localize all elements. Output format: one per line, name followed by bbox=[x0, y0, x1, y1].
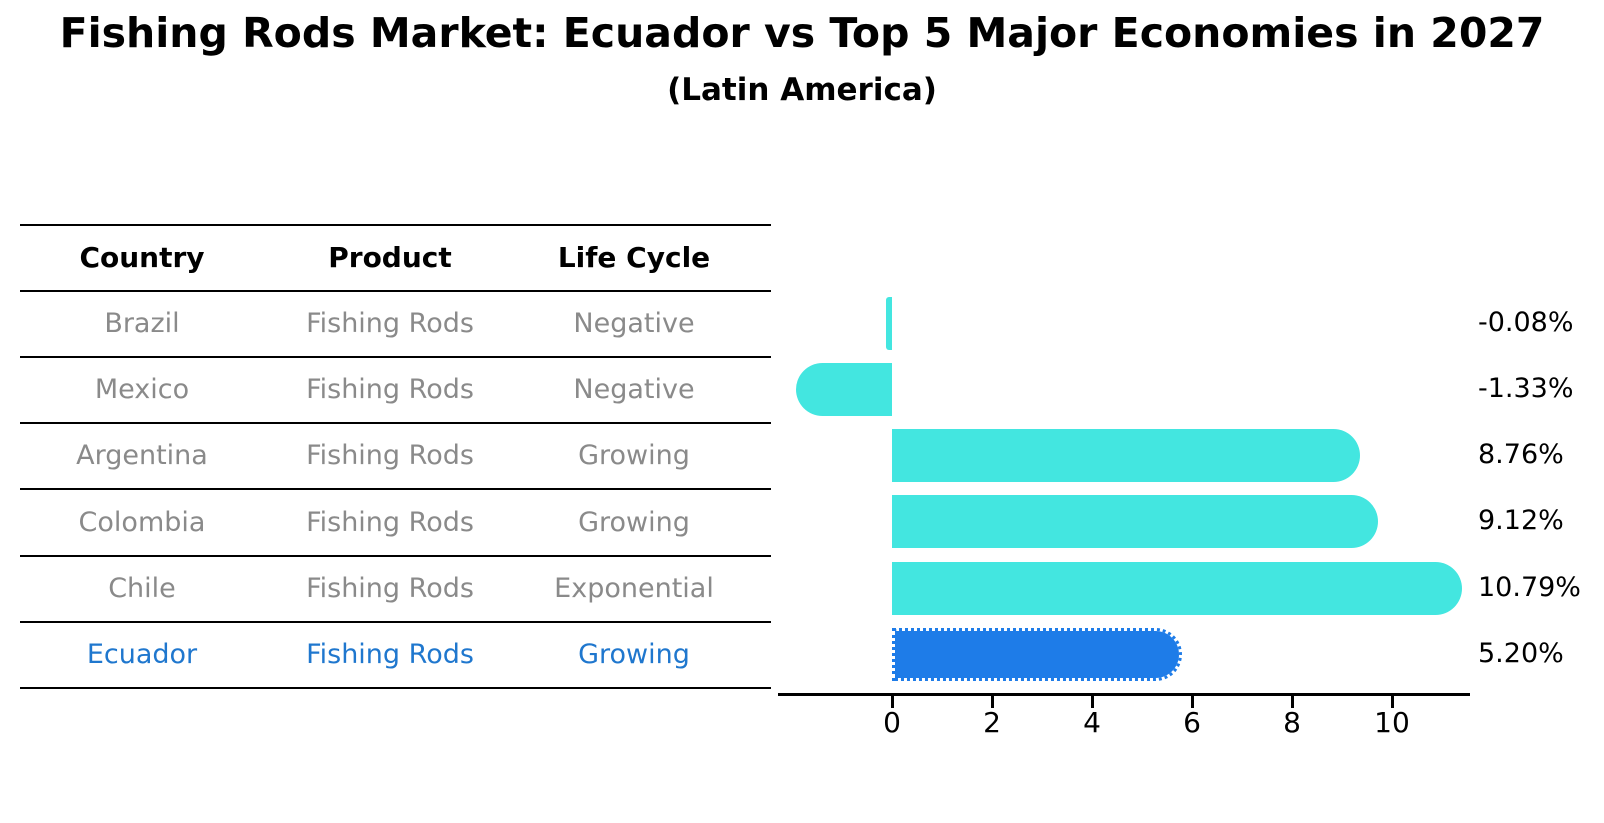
bar-mexico bbox=[795, 362, 892, 416]
value-label-mexico: -1.33% bbox=[1478, 373, 1574, 404]
table-divider bbox=[20, 224, 771, 226]
country-cell: Colombia bbox=[78, 506, 206, 538]
x-axis-tick bbox=[890, 696, 894, 708]
value-label-ecuador: 5.20% bbox=[1478, 638, 1564, 669]
table-divider bbox=[20, 290, 771, 292]
product-cell: Fishing Rods bbox=[306, 572, 474, 604]
table-divider bbox=[20, 488, 771, 490]
value-label-brazil: -0.08% bbox=[1478, 307, 1574, 338]
product-cell: Fishing Rods bbox=[306, 506, 474, 538]
x-tick-label-0: 0 bbox=[883, 706, 901, 739]
x-tick-label-4: 4 bbox=[1083, 706, 1101, 739]
product-cell: Fishing Rods bbox=[306, 373, 474, 405]
country-cell: Mexico bbox=[94, 373, 190, 405]
x-axis-tick bbox=[1290, 696, 1294, 708]
product-cell: Fishing Rods bbox=[306, 439, 474, 471]
value-label-chile: 10.79% bbox=[1478, 572, 1581, 603]
country-cell: Brazil bbox=[104, 307, 180, 339]
x-axis-tick bbox=[1090, 696, 1094, 708]
value-label-colombia: 9.12% bbox=[1478, 505, 1564, 536]
table-divider bbox=[20, 555, 771, 557]
chart-subtitle: (Latin America) bbox=[667, 72, 937, 108]
life-cycle-cell: Negative bbox=[573, 373, 695, 405]
country-cell: Ecuador bbox=[86, 638, 198, 670]
x-axis-tick bbox=[1190, 696, 1194, 708]
life-cycle-cell: Growing bbox=[578, 439, 690, 471]
bar-ecuador bbox=[892, 627, 1182, 681]
table-divider bbox=[20, 422, 771, 424]
x-axis-line bbox=[778, 693, 1470, 696]
country-cell: Chile bbox=[108, 572, 176, 604]
column-header-country: Country bbox=[79, 241, 205, 275]
life-cycle-cell: Exponential bbox=[554, 572, 714, 604]
column-header-product: Product bbox=[328, 241, 452, 275]
bar-colombia bbox=[892, 494, 1378, 548]
life-cycle-cell: Negative bbox=[573, 307, 695, 339]
column-header-life-cycle: Life Cycle bbox=[557, 241, 711, 275]
life-cycle-cell: Growing bbox=[578, 638, 690, 670]
x-tick-label-8: 8 bbox=[1283, 706, 1301, 739]
product-cell: Fishing Rods bbox=[306, 307, 474, 339]
bar-chile bbox=[892, 561, 1462, 615]
table-divider bbox=[20, 356, 771, 358]
table-divider bbox=[20, 687, 771, 689]
country-cell: Argentina bbox=[76, 439, 208, 471]
bar-brazil bbox=[886, 296, 892, 350]
x-axis-tick bbox=[990, 696, 994, 708]
chart-title: Fishing Rods Market: Ecuador vs Top 5 Ma… bbox=[59, 9, 1545, 57]
table-divider bbox=[20, 621, 771, 623]
x-tick-label-6: 6 bbox=[1183, 706, 1201, 739]
x-tick-label-10: 10 bbox=[1374, 706, 1410, 739]
x-tick-label-2: 2 bbox=[983, 706, 1001, 739]
value-label-argentina: 8.76% bbox=[1478, 439, 1564, 470]
x-axis-tick bbox=[1390, 696, 1394, 708]
bar-argentina bbox=[892, 428, 1360, 482]
product-cell: Fishing Rods bbox=[306, 638, 474, 670]
life-cycle-cell: Growing bbox=[578, 506, 690, 538]
